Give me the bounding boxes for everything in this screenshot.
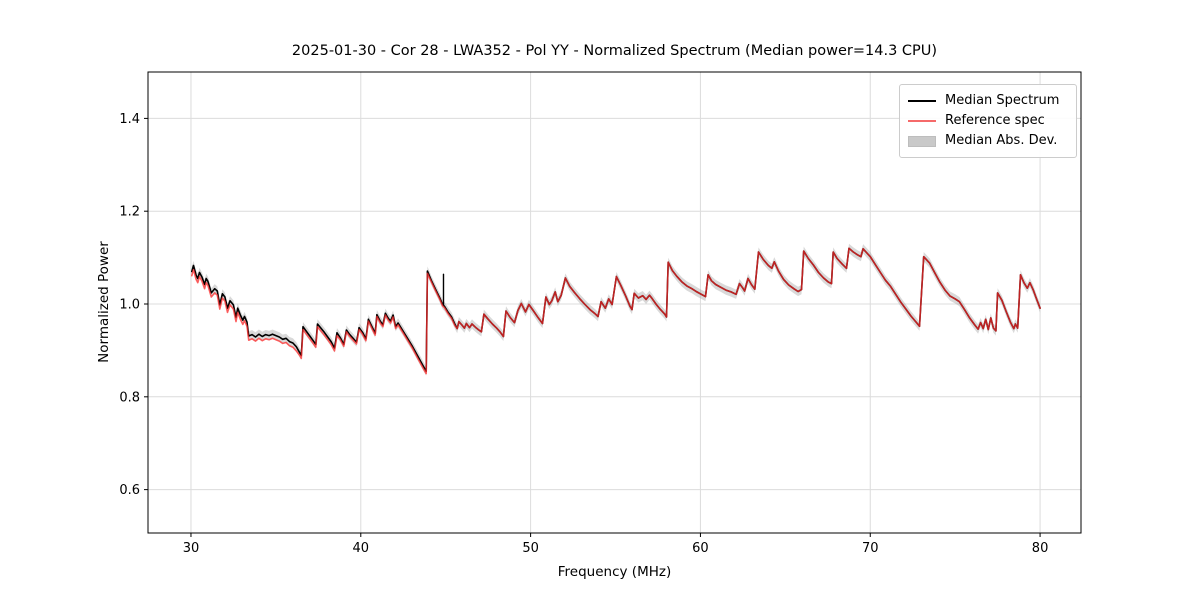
y-tick-label: 1.4 (119, 112, 140, 127)
x-tick-label: 60 (692, 541, 709, 556)
y-tick-label: 1.0 (119, 298, 140, 313)
x-axis-label: Frequency (MHz) (557, 564, 672, 580)
y-axis-label: Normalized Power (96, 241, 112, 363)
reference-spec-line (191, 247, 1041, 375)
y-tick-label: 0.8 (119, 390, 140, 405)
legend-item-median-spectrum: Median Spectrum (908, 91, 1067, 111)
legend-label: Median Abs. Dev. (945, 133, 1058, 148)
legend-label: Median Spectrum (945, 93, 1060, 108)
legend-item-median-abs-dev: Median Abs. Dev. (908, 131, 1067, 151)
y-tick-label: 0.6 (119, 483, 140, 498)
x-tick-label: 80 (1032, 541, 1049, 556)
chart-title: 2025-01-30 - Cor 28 - LWA352 - Pol YY - … (291, 43, 938, 59)
legend: Median Spectrum Reference spec Median Ab… (899, 84, 1077, 158)
x-tick-label: 40 (353, 541, 370, 556)
legend-item-reference-spec: Reference spec (908, 111, 1067, 131)
y-tick-label: 1.2 (119, 205, 140, 220)
median-spectrum-line-swatch (908, 100, 936, 102)
x-tick-label: 30 (183, 541, 200, 556)
legend-label: Reference spec (945, 113, 1045, 128)
x-tick-label: 70 (862, 541, 879, 556)
median-spectrum-line (191, 247, 1041, 373)
median-abs-dev-patch-swatch (908, 135, 936, 147)
reference-spec-line-swatch (908, 120, 936, 122)
median-abs-dev-band (191, 243, 1041, 376)
plot-spines (147, 71, 1082, 534)
x-tick-label: 50 (522, 541, 539, 556)
